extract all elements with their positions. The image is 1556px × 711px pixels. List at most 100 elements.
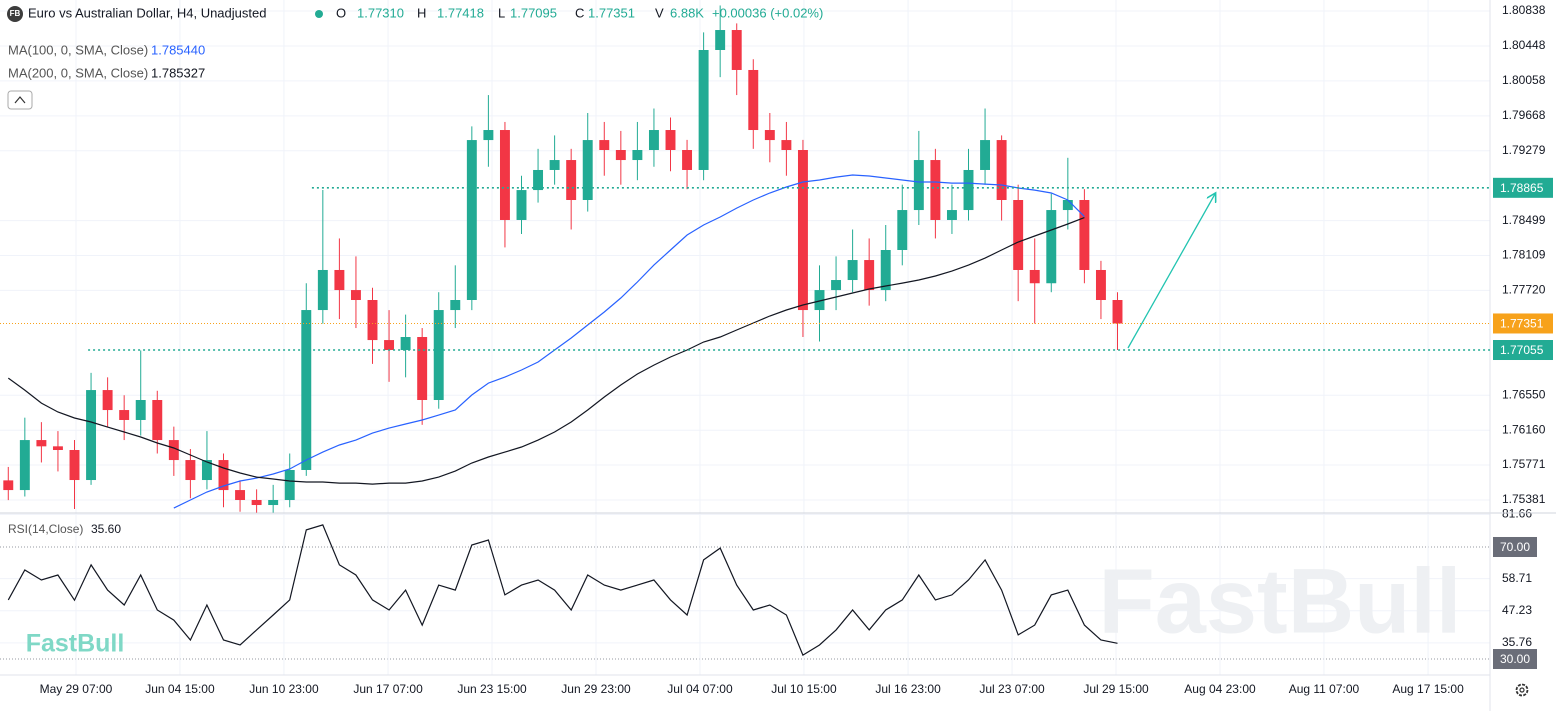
- candle-body: [847, 260, 858, 281]
- candle-body: [218, 460, 229, 491]
- candle-body: [797, 150, 808, 311]
- foreground-layer: 1.78865 1.77055 1.77351 70.00 30.00: [1493, 177, 1553, 670]
- candle-body: [715, 30, 726, 51]
- y-tick-label: 1.80838: [1502, 3, 1546, 17]
- candle-body: [698, 50, 709, 170]
- symbol-title: Euro vs Australian Dollar, H4, Unadjuste…: [28, 5, 266, 20]
- ma-legend-value: 1.785440: [151, 42, 205, 57]
- ohlc-value: 1.77418: [437, 5, 484, 20]
- market-status: [315, 10, 323, 18]
- x-tick-label: Aug 17 15:00: [1392, 682, 1464, 696]
- y-tick-label: 1.79668: [1502, 108, 1546, 122]
- ohlc-value: 1.77310: [357, 5, 404, 20]
- candle-body: [433, 310, 444, 401]
- ohlc-value: 6.88K: [670, 5, 704, 20]
- settings-icon: [1515, 683, 1529, 697]
- candle-body: [69, 450, 80, 481]
- y-tick-label: 1.76550: [1502, 387, 1546, 401]
- ohlc-key: O: [336, 5, 346, 20]
- candle-body: [731, 30, 742, 70]
- candle-body: [417, 337, 428, 401]
- candle-body: [1013, 200, 1024, 270]
- candle-body: [1112, 300, 1123, 324]
- level-label: 1.77055: [1500, 343, 1544, 357]
- candle-body: [1046, 210, 1057, 284]
- rsi-level-box: [1493, 536, 1537, 557]
- candle-body: [185, 460, 196, 481]
- candle-body: [1029, 269, 1040, 284]
- price-change: +0.00036 (+0.02%): [712, 5, 823, 20]
- candle-body: [168, 440, 179, 461]
- candle-body: [86, 390, 97, 481]
- x-tick-label: Jun 23 15:00: [457, 682, 527, 696]
- candle-body: [284, 469, 295, 501]
- candle-body: [52, 446, 63, 451]
- level-box: [1493, 340, 1553, 361]
- x-tick-label: Jul 23 07:00: [979, 682, 1045, 696]
- candle-body: [516, 190, 527, 220]
- candle-body: [119, 410, 130, 420]
- last-price-label: 1.77351: [1500, 317, 1544, 331]
- collapse-button[interactable]: [7, 90, 33, 110]
- candle-body: [384, 340, 395, 351]
- candle-body: [268, 500, 279, 506]
- ma-legend-name: MA(200, 0, SMA, Close): [8, 65, 148, 80]
- candle-body: [781, 140, 792, 151]
- candle-body: [996, 140, 1007, 201]
- candle-body: [764, 130, 775, 141]
- candle-body: [334, 269, 345, 291]
- candle-body: [582, 140, 593, 201]
- x-tick-label: Jul 10 15:00: [771, 682, 837, 696]
- y-tick-label: 81.66: [1502, 507, 1532, 521]
- candle-body: [533, 169, 544, 191]
- y-tick-label: 1.78109: [1502, 248, 1546, 262]
- x-tick-label: Aug 04 23:00: [1184, 682, 1256, 696]
- candle-body: [301, 310, 312, 470]
- x-tick-label: Jul 04 07:00: [667, 682, 733, 696]
- y-tick-label: 1.75381: [1502, 492, 1546, 506]
- x-tick-label: May 29 07:00: [40, 682, 113, 696]
- symbol-icon: FB: [10, 9, 21, 18]
- ohlc-value: 1.77095: [510, 5, 557, 20]
- y-tick-label: 1.80058: [1502, 73, 1546, 87]
- candle-body: [963, 169, 974, 211]
- candle-body: [1079, 200, 1090, 270]
- candle-body: [599, 140, 610, 151]
- rsi-level-box: [1493, 649, 1537, 670]
- candle-body: [350, 290, 361, 301]
- ohlc-key: C: [575, 5, 584, 20]
- y-tick-label: 1.79279: [1502, 143, 1546, 157]
- candle-body: [930, 160, 941, 220]
- level-box: [1493, 177, 1553, 198]
- forecast-arrow: [1127, 194, 1215, 349]
- candle-body: [748, 69, 759, 131]
- x-tick-label: Jul 29 15:00: [1083, 682, 1149, 696]
- candle-body: [1095, 269, 1106, 301]
- candle-body: [648, 130, 659, 151]
- candle-body: [615, 150, 626, 161]
- candle-body: [201, 460, 212, 481]
- candle-body: [814, 290, 825, 311]
- candle-body: [549, 160, 560, 170]
- candle-body: [235, 490, 246, 501]
- candle-body: [632, 150, 643, 161]
- background-layer: 1.80838 1.80448 1.80058 1.79668 1.79279 1.784…: [0, 0, 1546, 696]
- y-tick-label: 1.76160: [1502, 422, 1546, 436]
- symbol-icon-bg: [7, 6, 23, 22]
- ma-legend-value: 1.785327: [151, 65, 205, 80]
- last-price-box: [1493, 313, 1553, 334]
- settings-button[interactable]: [1515, 683, 1529, 697]
- candle-body: [3, 480, 14, 491]
- rsi-legend-value: 35.60: [91, 522, 121, 536]
- rsi-line: [7, 524, 1118, 656]
- candle-body: [864, 260, 875, 291]
- brand-logo: FastBull: [26, 630, 125, 658]
- candle-body: [19, 440, 30, 491]
- candle-body: [36, 440, 47, 447]
- watermark: FastBull: [1099, 550, 1462, 652]
- candle-body: [1062, 200, 1073, 211]
- candle-body: [400, 337, 411, 351]
- y-tick-label: 1.78499: [1502, 213, 1546, 227]
- candle-body: [880, 250, 891, 291]
